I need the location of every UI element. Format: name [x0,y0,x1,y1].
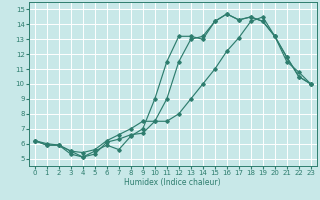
X-axis label: Humidex (Indice chaleur): Humidex (Indice chaleur) [124,178,221,187]
